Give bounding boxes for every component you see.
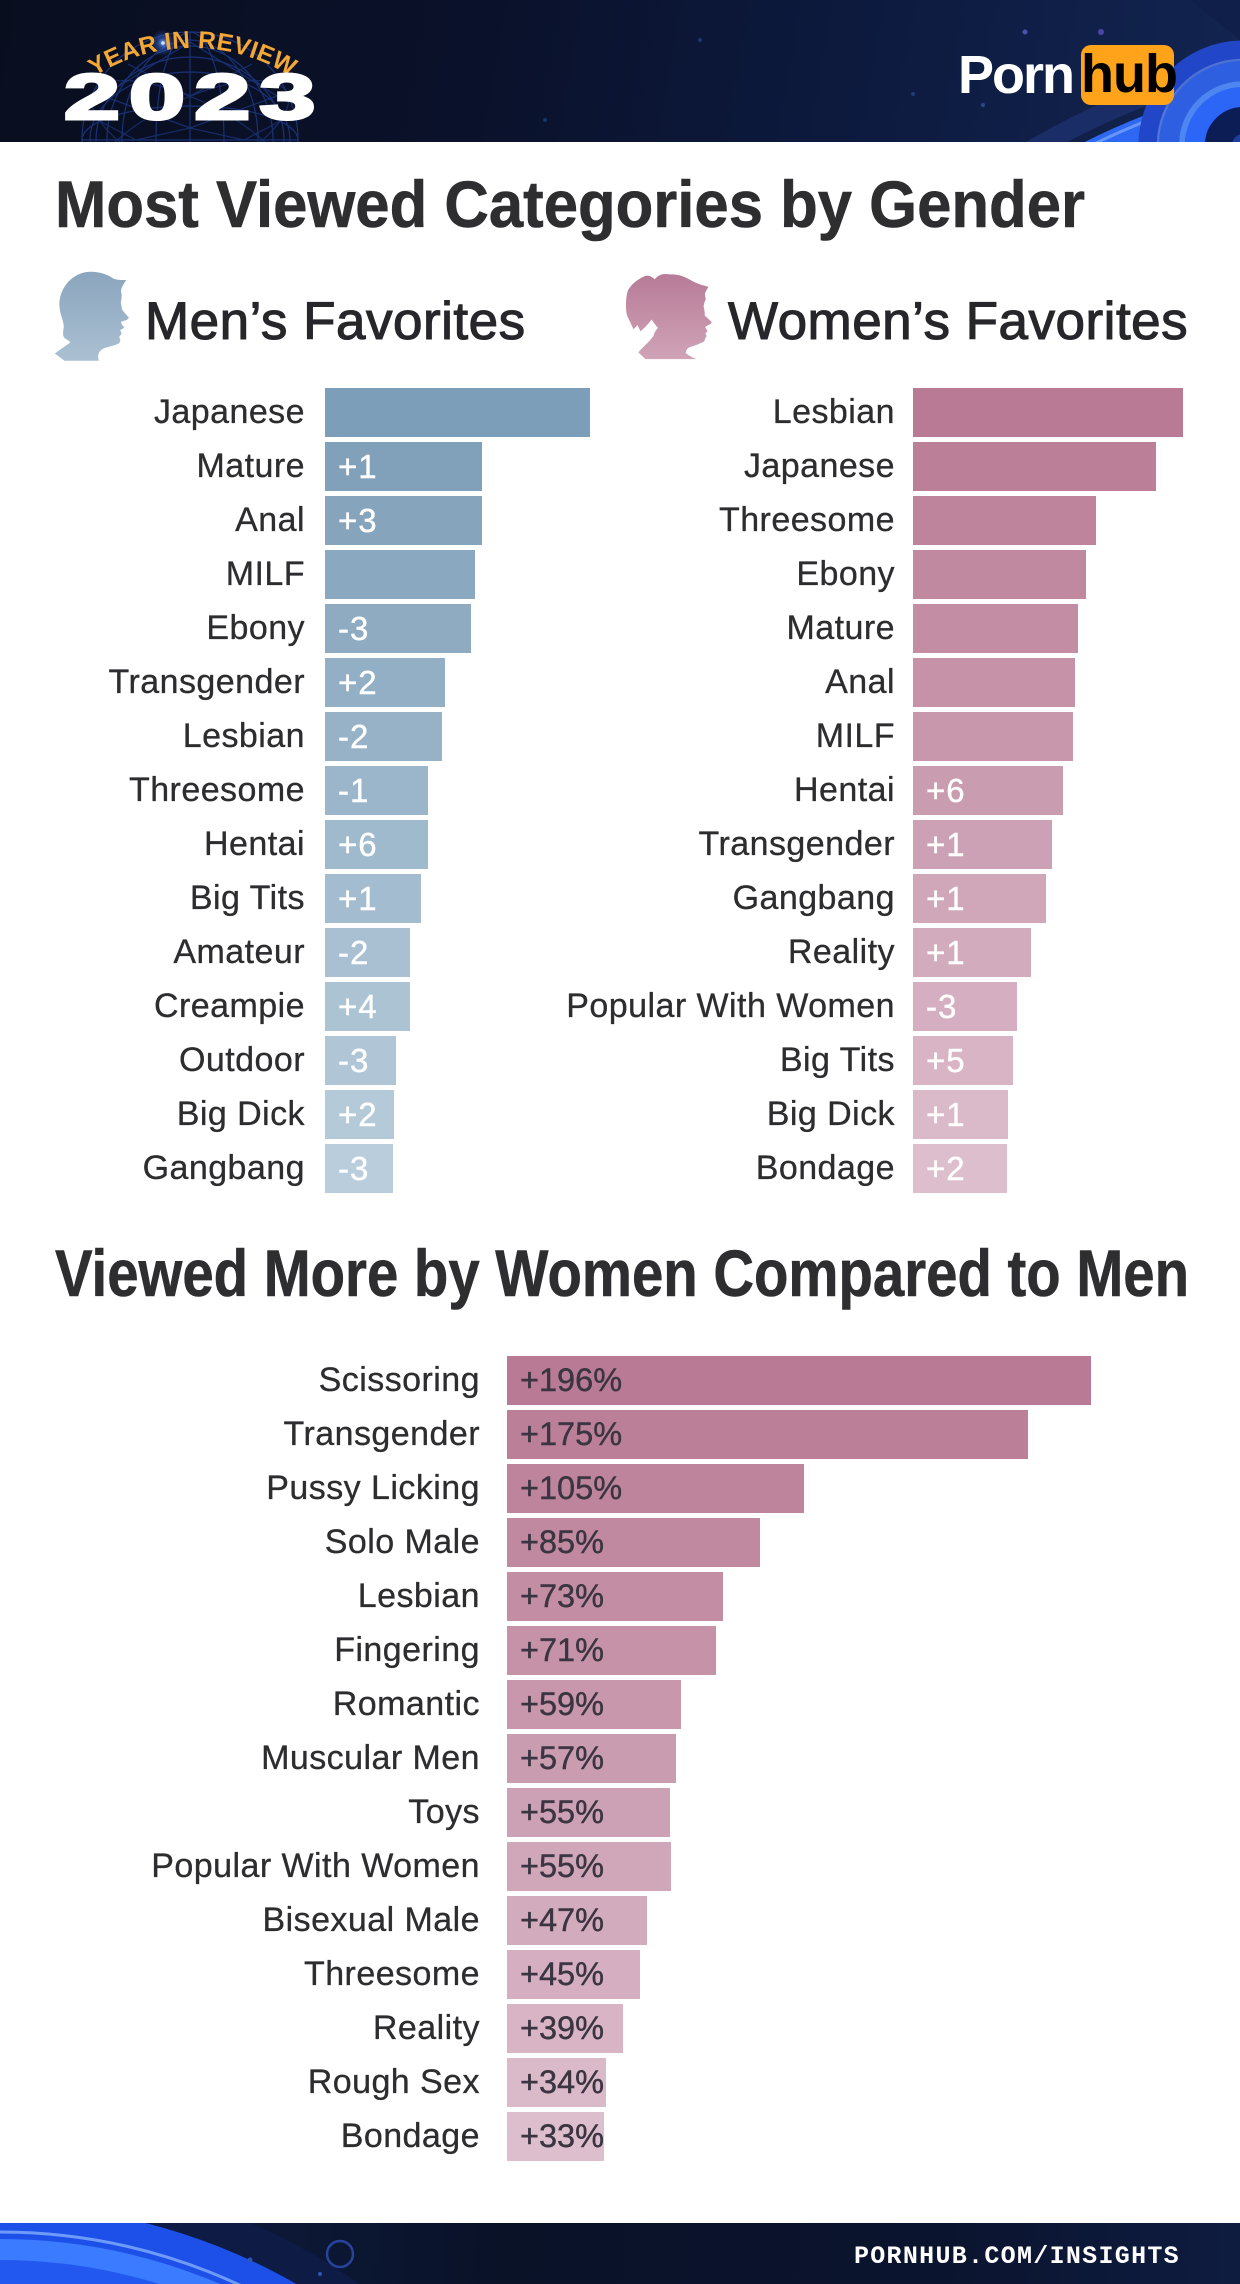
svg-text:R: R: [136, 31, 160, 61]
svg-text:I: I: [163, 28, 173, 56]
svg-text:V: V: [231, 32, 254, 62]
svg-text:E: E: [215, 29, 236, 58]
svg-text:N: N: [171, 27, 190, 55]
svg-text:R: R: [197, 27, 217, 55]
